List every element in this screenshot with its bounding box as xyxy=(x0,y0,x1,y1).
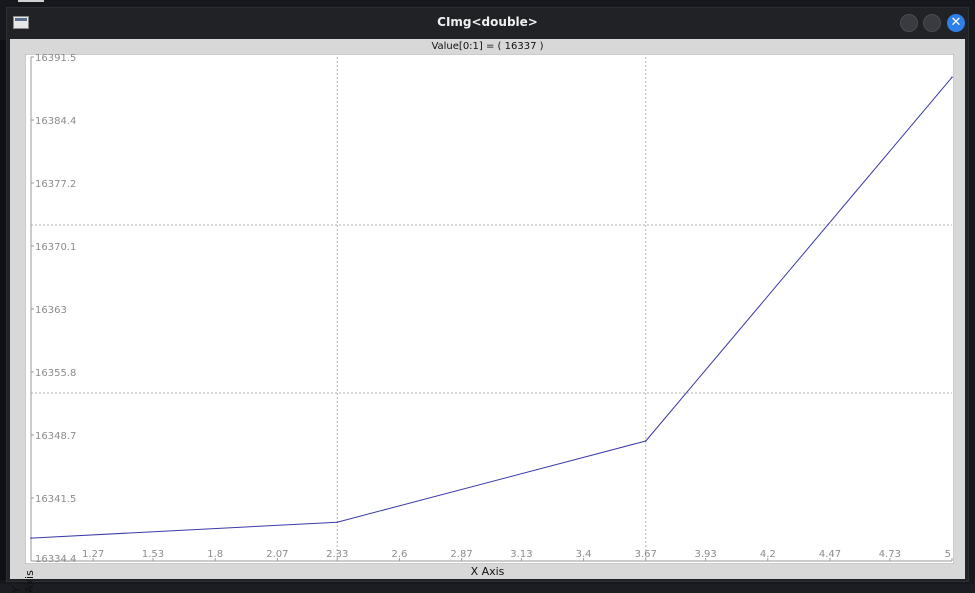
data-point xyxy=(644,440,647,442)
y-tick-label: 16377.2 xyxy=(35,179,76,190)
x-tick-label: 2.33 xyxy=(326,549,348,560)
x-tick-label: 4.73 xyxy=(879,549,901,560)
x-tick-label: 4.2 xyxy=(760,549,776,560)
plot-background xyxy=(25,54,954,564)
x-tick-label: 5 xyxy=(945,549,951,560)
cursor-value-readout: Value[0:1] = ( 16337 ) xyxy=(431,41,544,52)
y-tick-label: 16348.7 xyxy=(35,431,76,442)
data-point xyxy=(336,521,339,523)
window-title: CImg<double> xyxy=(437,15,538,29)
title-bar[interactable]: CImg<double> ✕ xyxy=(7,8,968,38)
close-button[interactable]: ✕ xyxy=(947,14,965,32)
y-tick-label: 16384.4 xyxy=(35,116,76,127)
data-point xyxy=(951,76,953,79)
y-tick-label: 16370.1 xyxy=(35,242,76,253)
desktop-top-marker xyxy=(18,0,44,2)
window-menu-icon[interactable] xyxy=(13,16,29,29)
plot-client-area[interactable]: Value[0:1] = ( 16337 ) Y Axis 16391.5 163… xyxy=(10,39,965,593)
series-line xyxy=(30,76,953,539)
x-tick-label: 1.8 xyxy=(207,549,223,560)
desktop-left-strip xyxy=(0,40,8,580)
minimize-button[interactable] xyxy=(900,14,918,32)
x-tick-label: 2.87 xyxy=(450,549,472,560)
y-tick-label: 16355.8 xyxy=(35,368,76,379)
plot-window: CImg<double> ✕ Value[0:1] = ( 16337 ) Y … xyxy=(6,7,969,593)
x-axis-title: X Axis xyxy=(470,565,505,578)
x-tick-label: 3.93 xyxy=(694,549,716,560)
maximize-button[interactable] xyxy=(923,14,941,32)
y-tick-label: 16363 xyxy=(35,305,67,316)
x-tick-label: 3.13 xyxy=(510,549,532,560)
x-tick-label: 2.07 xyxy=(266,549,288,560)
x-tick-label: 2.6 xyxy=(391,549,407,560)
x-tick-label: 1.27 xyxy=(82,549,104,560)
data-point xyxy=(30,537,32,539)
line-chart[interactable]: 16391.5 16384.4 16377.2 16370.1 16363 16355.8… xyxy=(25,54,954,564)
x-tick-label: 3.4 xyxy=(576,549,592,560)
x-tick-label: 1.53 xyxy=(142,549,164,560)
x-tick-label: 4.47 xyxy=(819,549,841,560)
y-tick-label: 16341.5 xyxy=(35,494,76,505)
x-tick-label: 3.67 xyxy=(635,549,657,560)
y-tick-label: 16391.5 xyxy=(35,54,76,64)
y-tick-label: 16334.4 xyxy=(35,554,76,564)
close-icon: ✕ xyxy=(950,15,962,30)
